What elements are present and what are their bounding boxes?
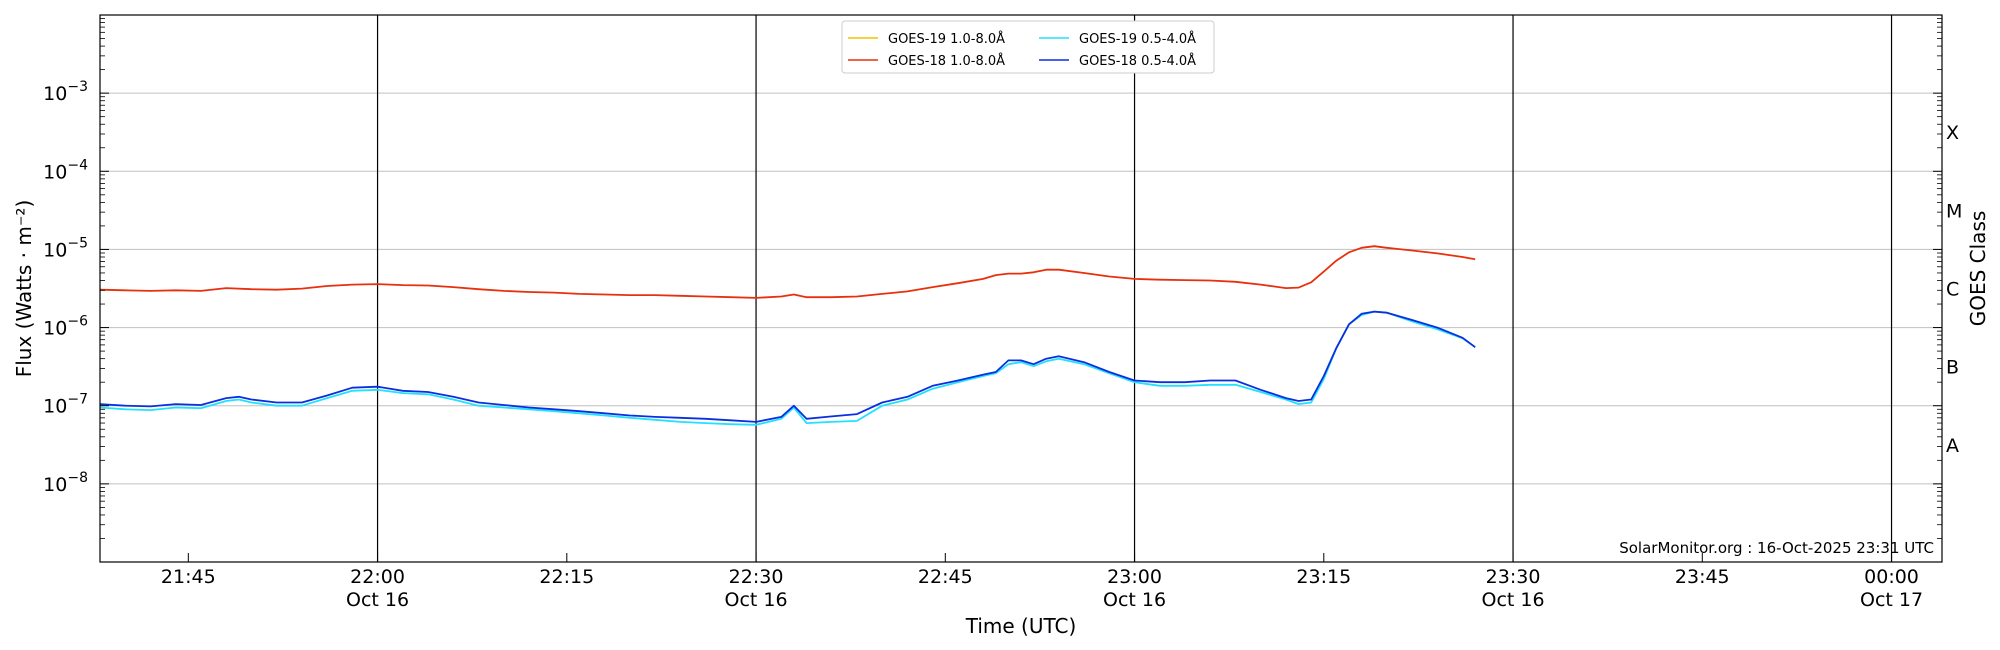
x-tick-label: 23:45 <box>1675 566 1730 588</box>
x-tick-label: 00:00 <box>1864 566 1919 588</box>
y-tick-labels: 10−8 10−7 10−6 10−5 10−4 10−3 <box>43 79 88 496</box>
legend: GOES-19 1.0-8.0Å GOES-18 1.0-8.0Å GOES-19 … <box>841 20 1215 74</box>
date-divider-lines <box>376 15 1893 562</box>
legend-label: GOES-19 1.0-8.0Å <box>888 31 1005 47</box>
plot-frame <box>99 14 1943 563</box>
goes-class-label: X <box>1946 122 1959 144</box>
goes-class-label: B <box>1946 357 1959 379</box>
series-line-3 <box>99 310 1476 423</box>
x-tick-date-label: Oct 16 <box>1103 589 1166 611</box>
x-tick-label: 23:30 <box>1486 566 1541 588</box>
legend-label: GOES-19 0.5-4.0Å <box>1079 31 1196 47</box>
credit-label: SolarMonitor.org : 16-Oct-2025 23:31 UTC <box>1619 539 1934 557</box>
x-tick-date-label: Oct 16 <box>346 589 409 611</box>
x-tick-label: 23:15 <box>1296 566 1351 588</box>
goes-class-label: M <box>1946 200 1962 222</box>
series-line-1 <box>99 245 1476 299</box>
x-axis-title: Time (UTC) <box>965 614 1077 638</box>
axis-ticks <box>100 18 1942 562</box>
y-tick-label: 10−8 <box>43 470 88 496</box>
goes-class-label: C <box>1946 279 1959 301</box>
x-tick-date-label: Oct 16 <box>1482 589 1545 611</box>
grid-lines <box>100 92 1942 485</box>
legend-label: GOES-18 1.0-8.0Å <box>888 53 1005 69</box>
x-tick-label: 22:30 <box>729 566 784 588</box>
x-tick-label: 21:45 <box>161 566 216 588</box>
y-tick-label: 10−4 <box>43 157 88 183</box>
goes-class-labels: A B C M X <box>1946 122 1962 457</box>
x-tick-date-label: Oct 16 <box>725 589 788 611</box>
y-tick-label: 10−5 <box>43 235 88 261</box>
x-tick-label: 22:00 <box>350 566 405 588</box>
goes-class-label: A <box>1946 435 1959 457</box>
y2-axis-title: GOES Class <box>1966 211 1990 327</box>
y-axis-title: Flux (Watts · m⁻²) <box>12 200 36 378</box>
y-tick-label: 10−7 <box>43 392 88 418</box>
series-layer <box>99 245 1476 426</box>
x-tick-label: 22:45 <box>918 566 973 588</box>
series-line-2 <box>99 310 1476 426</box>
legend-box <box>841 20 1215 74</box>
x-tick-date-label: Oct 17 <box>1860 589 1923 611</box>
legend-label: GOES-18 0.5-4.0Å <box>1079 53 1196 69</box>
y-tick-label: 10−3 <box>43 79 88 105</box>
y-tick-label: 10−6 <box>43 314 88 340</box>
x-tick-label: 22:15 <box>539 566 594 588</box>
x-tick-label: 23:00 <box>1107 566 1162 588</box>
